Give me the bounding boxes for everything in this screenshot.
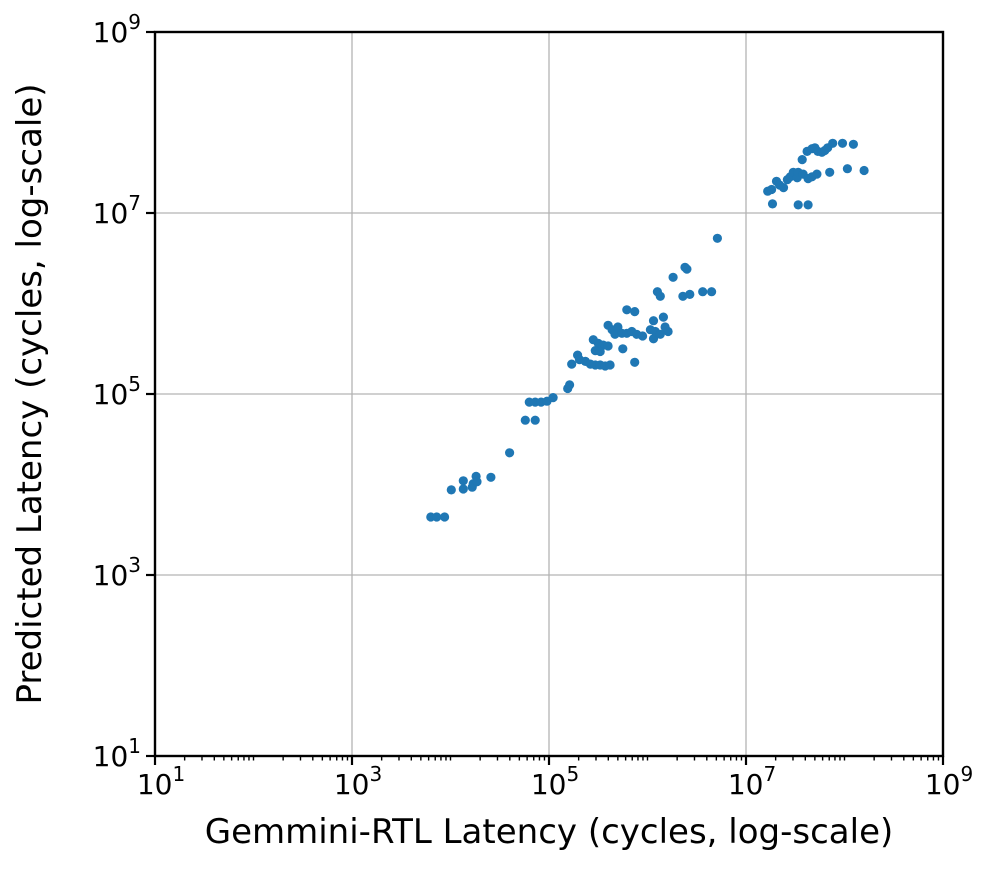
data-point	[432, 512, 442, 522]
data-point	[610, 329, 620, 339]
data-point	[648, 316, 659, 326]
data-point	[682, 264, 692, 274]
data-point	[630, 307, 640, 317]
x-tick-label: 103	[334, 762, 382, 801]
data-point	[446, 485, 456, 495]
data-point	[707, 287, 717, 297]
data-point	[668, 272, 678, 282]
data-point	[567, 359, 577, 369]
data-point	[778, 183, 789, 193]
data-point	[825, 167, 835, 177]
y-tick-label: 103	[93, 553, 141, 592]
data-point	[458, 476, 468, 486]
data-point	[678, 291, 688, 301]
data-point	[812, 169, 822, 179]
data-point	[803, 200, 813, 210]
data-point	[793, 200, 803, 210]
y-axis-label: Predicted Latency (cycles, log-scale)	[10, 83, 50, 705]
data-point	[603, 341, 613, 351]
data-point	[530, 415, 540, 425]
x-tick-label: 105	[531, 762, 579, 801]
data-point	[797, 155, 807, 165]
data-point	[595, 346, 605, 357]
data-point	[698, 287, 708, 297]
data-point	[859, 165, 869, 176]
data-point	[638, 331, 648, 341]
x-tick-label: 101	[137, 762, 185, 801]
data-point	[655, 329, 665, 339]
data-point	[618, 344, 628, 354]
data-point	[828, 138, 838, 148]
x-axis-label: Gemmini-RTL Latency (cycles, log-scale)	[204, 812, 894, 852]
data-point	[848, 139, 859, 149]
data-point	[472, 477, 482, 487]
data-point	[842, 164, 853, 174]
data-point	[663, 326, 673, 337]
y-tick-label: 107	[93, 191, 141, 230]
data-point	[548, 393, 558, 403]
data-point	[458, 484, 468, 494]
x-tick-label: 107	[728, 762, 776, 801]
y-tick-label: 109	[93, 10, 141, 49]
data-point	[520, 415, 530, 425]
data-point	[767, 184, 777, 195]
data-point	[767, 199, 778, 209]
data-point	[685, 289, 695, 299]
data-point	[837, 138, 848, 148]
data-point	[658, 312, 669, 322]
data-point	[505, 448, 515, 458]
x-tick-label: 109	[925, 762, 973, 801]
data-point	[622, 305, 632, 315]
data-point	[440, 512, 450, 522]
y-tick-label: 101	[93, 734, 141, 773]
data-point	[648, 334, 659, 344]
data-point	[565, 380, 575, 390]
data-point	[630, 357, 640, 367]
data-point	[655, 291, 665, 301]
data-point	[486, 472, 496, 482]
y-tick-label: 105	[93, 372, 141, 411]
data-point	[605, 360, 615, 370]
data-point	[712, 233, 723, 243]
